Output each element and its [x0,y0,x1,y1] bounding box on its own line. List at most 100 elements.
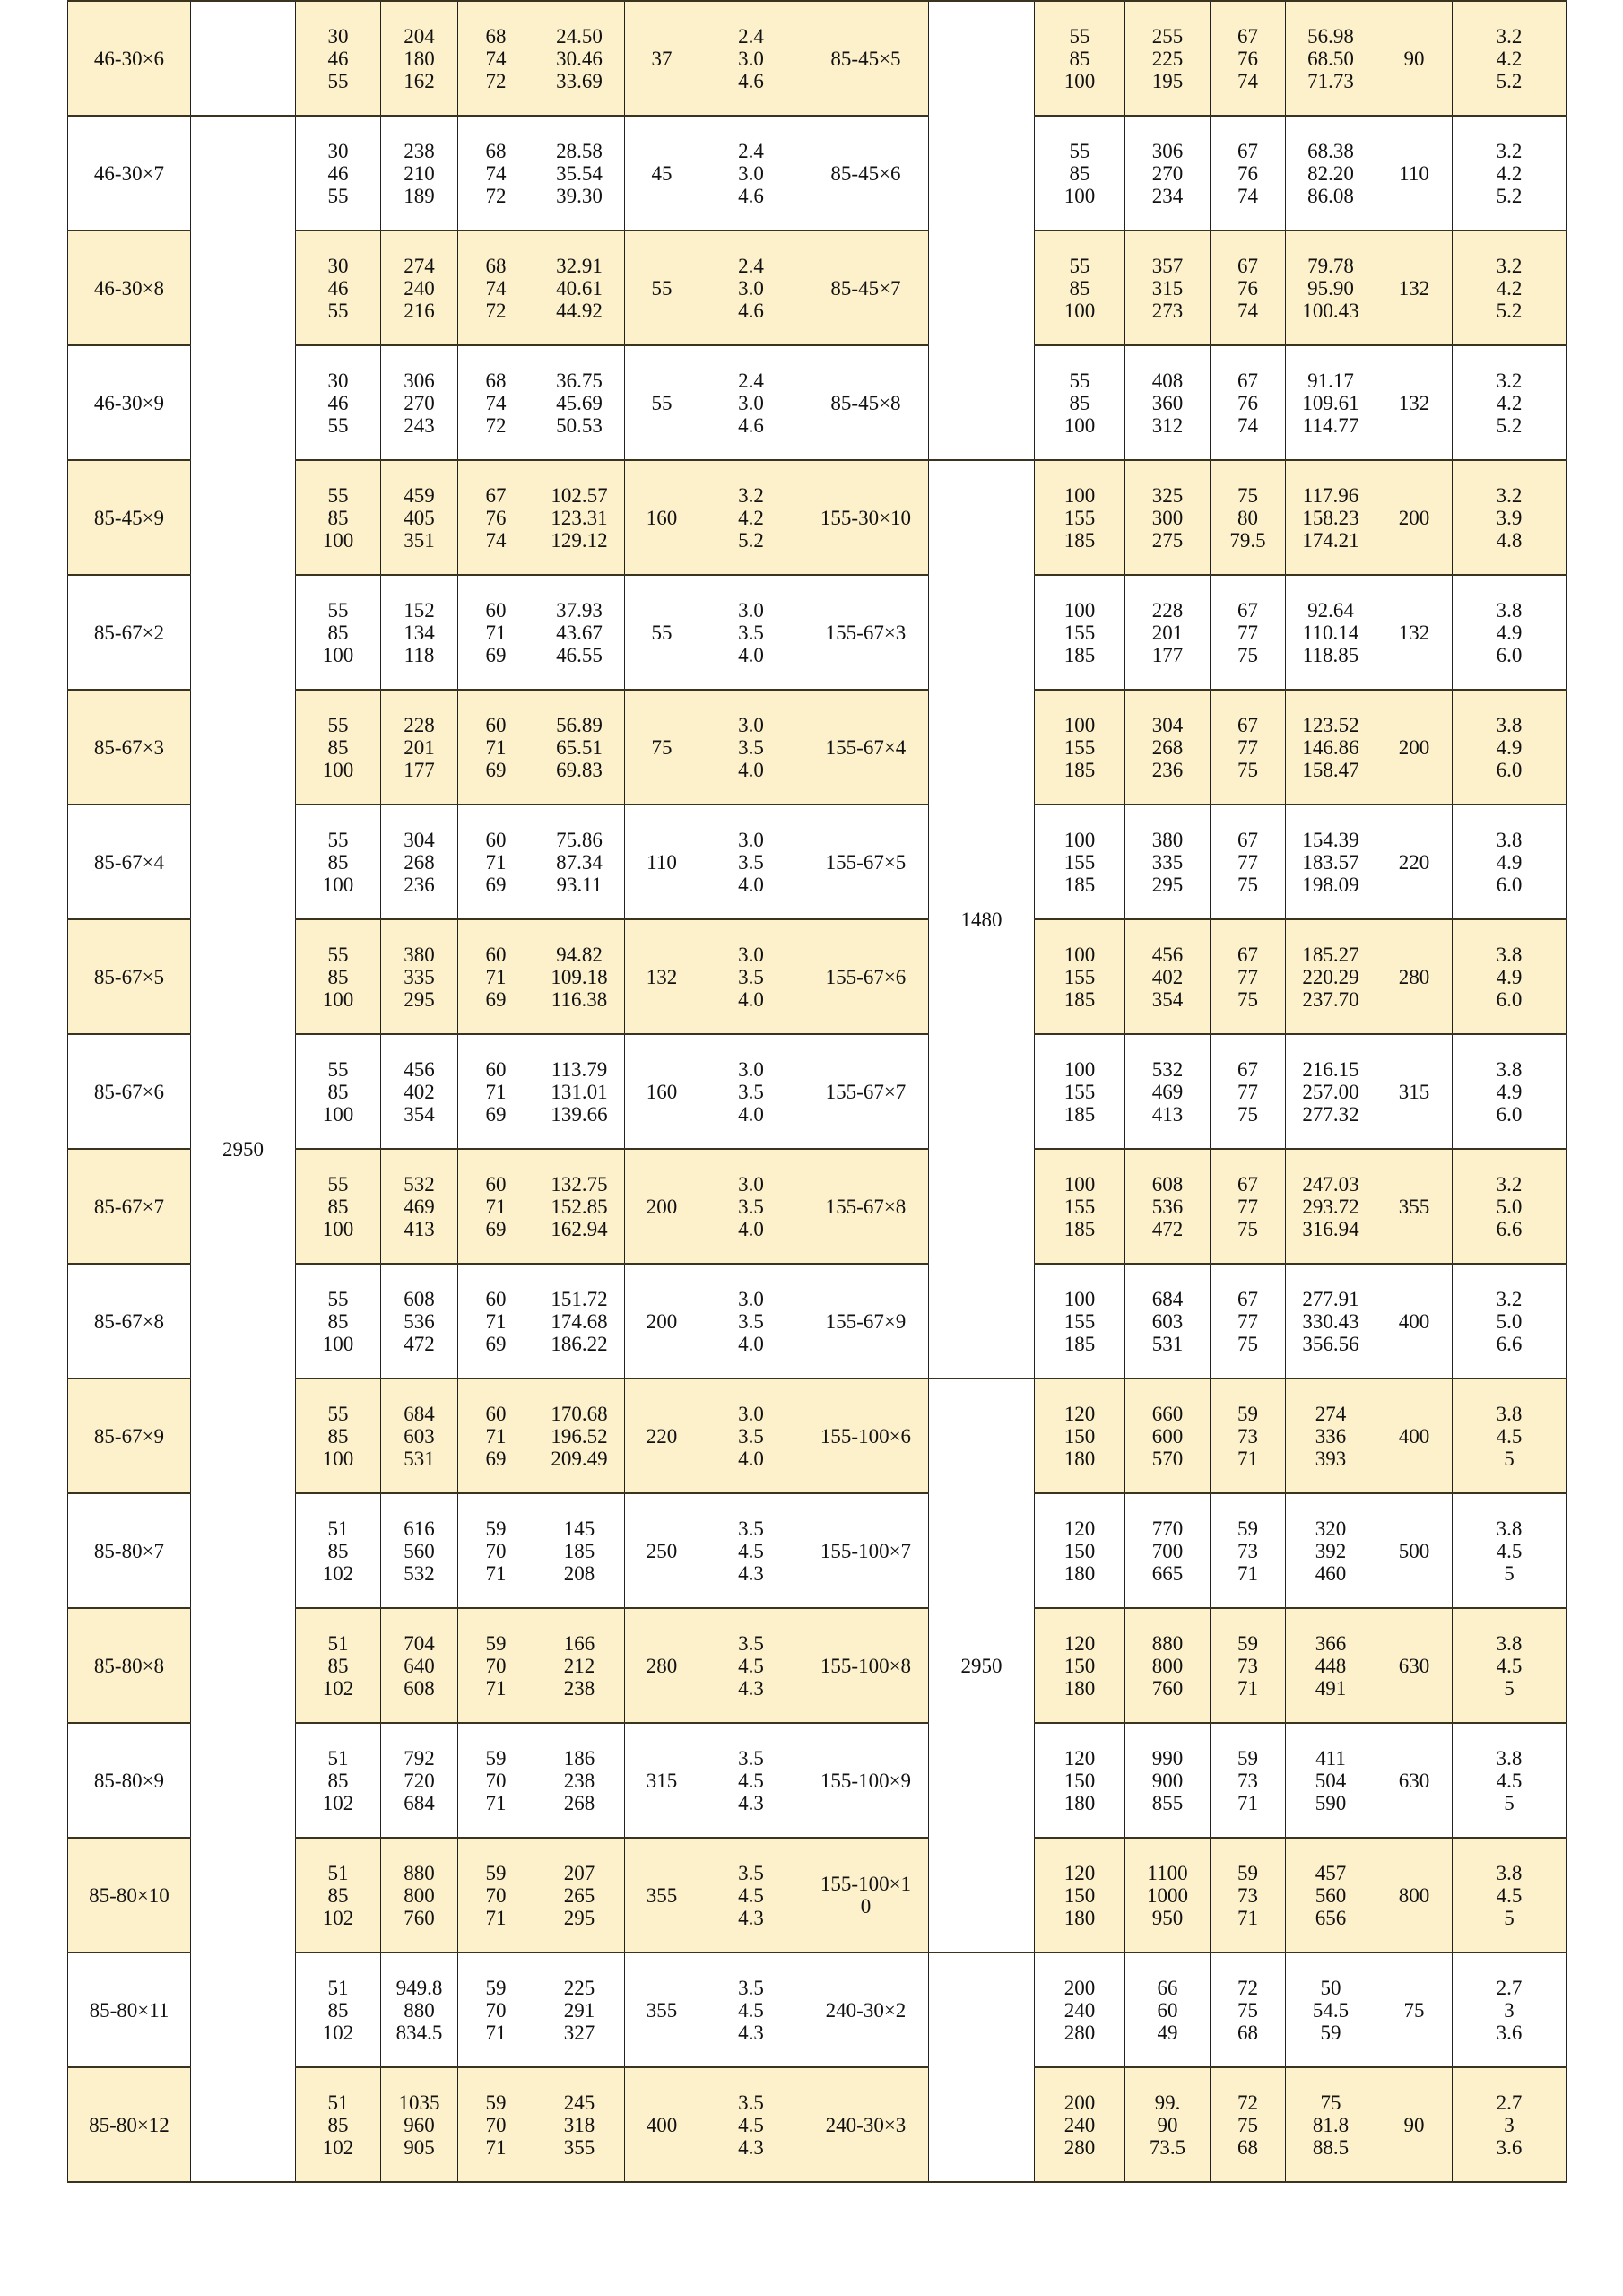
right-value-cell-j: 79.78 95.90 100.43 [1285,230,1376,346]
right-value-cell-h: 357 315 273 [1124,230,1211,346]
left-value-cell-d: 37.93 43.67 46.55 [534,574,625,691]
right-value-cell-k: 90 [1376,2066,1453,2183]
right-value-cell-m: 3.8 4.5 5 [1452,1492,1567,1609]
right-value-cell-m: 3.8 4.5 5 [1452,1722,1567,1839]
table-row: 85-67×6 55 85 100 456 402 354 60 71 69 113.7… [67,1033,1567,1150]
left-value-cell-b: 532 469 413 [380,1148,458,1265]
right-value-cell-h: 660 600 570 [1124,1378,1211,1494]
right-value-cell-k: 400 [1376,1378,1453,1494]
table-row: 85-67×9 55 85 100 684 603 531 60 71 69 170.6… [67,1378,1567,1953]
right-value-cell-h: 1100 1000 950 [1124,1837,1211,1953]
right-value-cell-m: 3.2 3.9 4.8 [1452,459,1567,576]
left-model-cell: 46-30×7 [67,115,191,231]
table-row: 85-67×7 55 85 100 532 469 413 60 71 69 132.7… [67,1148,1567,1265]
left-value-cell-d: 225 291 327 [534,1952,625,2068]
right-value-cell-i: 59 73 71 [1210,1837,1286,1953]
right-value-cell-i: 67 76 74 [1210,230,1286,346]
left-value-cell-d: 56.89 65.51 69.83 [534,689,625,805]
left-value-cell-c: 60 71 69 [457,1033,534,1150]
left-value-cell-d: 186 238 268 [534,1722,625,1839]
right-value-cell-j: 91.17 109.61 114.77 [1285,344,1376,461]
left-value-cell-f: 2.4 3.0 4.6 [699,344,803,461]
right-value-cell-k: 355 [1376,1148,1453,1265]
left-value-cell-c: 59 70 71 [457,1492,534,1609]
right-value-cell-i: 67 77 75 [1210,1148,1286,1265]
right-value-cell-i: 67 77 75 [1210,574,1286,691]
right-value-cell-i: 75 80 79.5 [1210,459,1286,576]
right-value-cell-j: 277.91 330.43 356.56 [1285,1263,1376,1379]
right-value-cell-h: 408 360 312 [1124,344,1211,461]
left-value-cell-b: 880 800 760 [380,1837,458,1953]
right-length-cell: 1480 [928,459,1035,1379]
right-value-cell-i: 59 73 71 [1210,1378,1286,1494]
left-value-cell-f: 3.5 4.5 4.3 [699,1722,803,1839]
left-value-cell-a: 30 46 55 [295,0,381,117]
left-value-cell-c: 60 71 69 [457,689,534,805]
left-value-cell-a: 51 85 102 [295,1607,381,1724]
right-value-cell-j: 320 392 460 [1285,1492,1376,1609]
right-model-cell: 155-67×7 [803,1033,929,1150]
right-value-cell-m: 3.2 4.2 5.2 [1452,344,1567,461]
right-value-cell-i: 67 76 74 [1210,115,1286,231]
specification-table: 46-30×6 30 46 55 204 180 162 68 74 72 24.50 … [67,0,1567,2183]
left-value-cell-c: 59 70 71 [457,1607,534,1724]
right-model-cell: 155-67×3 [803,574,929,691]
left-value-cell-a: 55 85 100 [295,689,381,805]
right-value-cell-g: 120 150 180 [1034,1492,1125,1609]
right-value-cell-k: 200 [1376,459,1453,576]
left-value-cell-e: 75 [624,689,699,805]
table-row: 46-30×6 30 46 55 204 180 162 68 74 72 24.50 … [67,0,1567,461]
right-value-cell-g: 200 240 280 [1034,2066,1125,2183]
table-body: 46-30×6 30 46 55 204 180 162 68 74 72 24.50 … [67,0,1567,2183]
right-value-cell-k: 132 [1376,574,1453,691]
left-value-cell-c: 60 71 69 [457,1148,534,1265]
right-value-cell-i: 72 75 68 [1210,1952,1286,2068]
left-value-cell-f: 3.5 4.5 4.3 [699,1837,803,1953]
right-model-cell: 155-67×8 [803,1148,929,1265]
right-value-cell-h: 304 268 236 [1124,689,1211,805]
left-value-cell-e: 355 [624,1952,699,2068]
right-value-cell-h: 380 335 295 [1124,804,1211,920]
right-value-cell-g: 55 85 100 [1034,115,1125,231]
right-value-cell-m: 3.2 4.2 5.2 [1452,115,1567,231]
right-value-cell-g: 100 155 185 [1034,918,1125,1035]
left-value-cell-b: 228 201 177 [380,689,458,805]
right-model-cell: 240-30×2 [803,1952,929,2068]
right-value-cell-g: 55 85 100 [1034,230,1125,346]
left-model-cell: 85-67×3 [67,689,191,805]
left-value-cell-e: 160 [624,1033,699,1150]
left-model-cell: 85-67×2 [67,574,191,691]
left-value-cell-a: 55 85 100 [295,804,381,920]
right-value-cell-g: 120 150 180 [1034,1722,1125,1839]
left-value-cell-c: 68 74 72 [457,0,534,117]
right-value-cell-h: 608 536 472 [1124,1148,1211,1265]
left-value-cell-b: 459 405 351 [380,459,458,576]
right-value-cell-j: 68.38 82.20 86.08 [1285,115,1376,231]
table-row: 85-67×2 55 85 100 152 134 118 60 71 69 37.93… [67,574,1567,691]
left-value-cell-e: 200 [624,1263,699,1379]
left-value-cell-b: 304 268 236 [380,804,458,920]
right-value-cell-j: 154.39 183.57 198.09 [1285,804,1376,920]
right-model-cell: 85-45×8 [803,344,929,461]
left-value-cell-a: 30 46 55 [295,344,381,461]
right-value-cell-k: 110 [1376,115,1453,231]
right-value-cell-m: 2.7 3 3.6 [1452,2066,1567,2183]
left-value-cell-a: 51 85 102 [295,1722,381,1839]
left-value-cell-e: 55 [624,344,699,461]
left-value-cell-c: 59 70 71 [457,2066,534,2183]
left-value-cell-a: 55 85 100 [295,1033,381,1150]
left-value-cell-d: 145 185 208 [534,1492,625,1609]
right-value-cell-m: 3.8 4.9 6.0 [1452,1033,1567,1150]
right-value-cell-i: 67 76 74 [1210,344,1286,461]
right-value-cell-k: 200 [1376,689,1453,805]
right-value-cell-j: 75 81.8 88.5 [1285,2066,1376,2183]
left-value-cell-e: 250 [624,1492,699,1609]
left-value-cell-f: 3.0 3.5 4.0 [699,918,803,1035]
right-value-cell-i: 59 73 71 [1210,1492,1286,1609]
right-model-cell: 155-67×5 [803,804,929,920]
left-length-cell: 2950 [190,115,296,2183]
left-value-cell-f: 3.0 3.5 4.0 [699,804,803,920]
right-value-cell-h: 228 201 177 [1124,574,1211,691]
right-value-cell-i: 67 77 75 [1210,804,1286,920]
right-value-cell-g: 55 85 100 [1034,0,1125,117]
